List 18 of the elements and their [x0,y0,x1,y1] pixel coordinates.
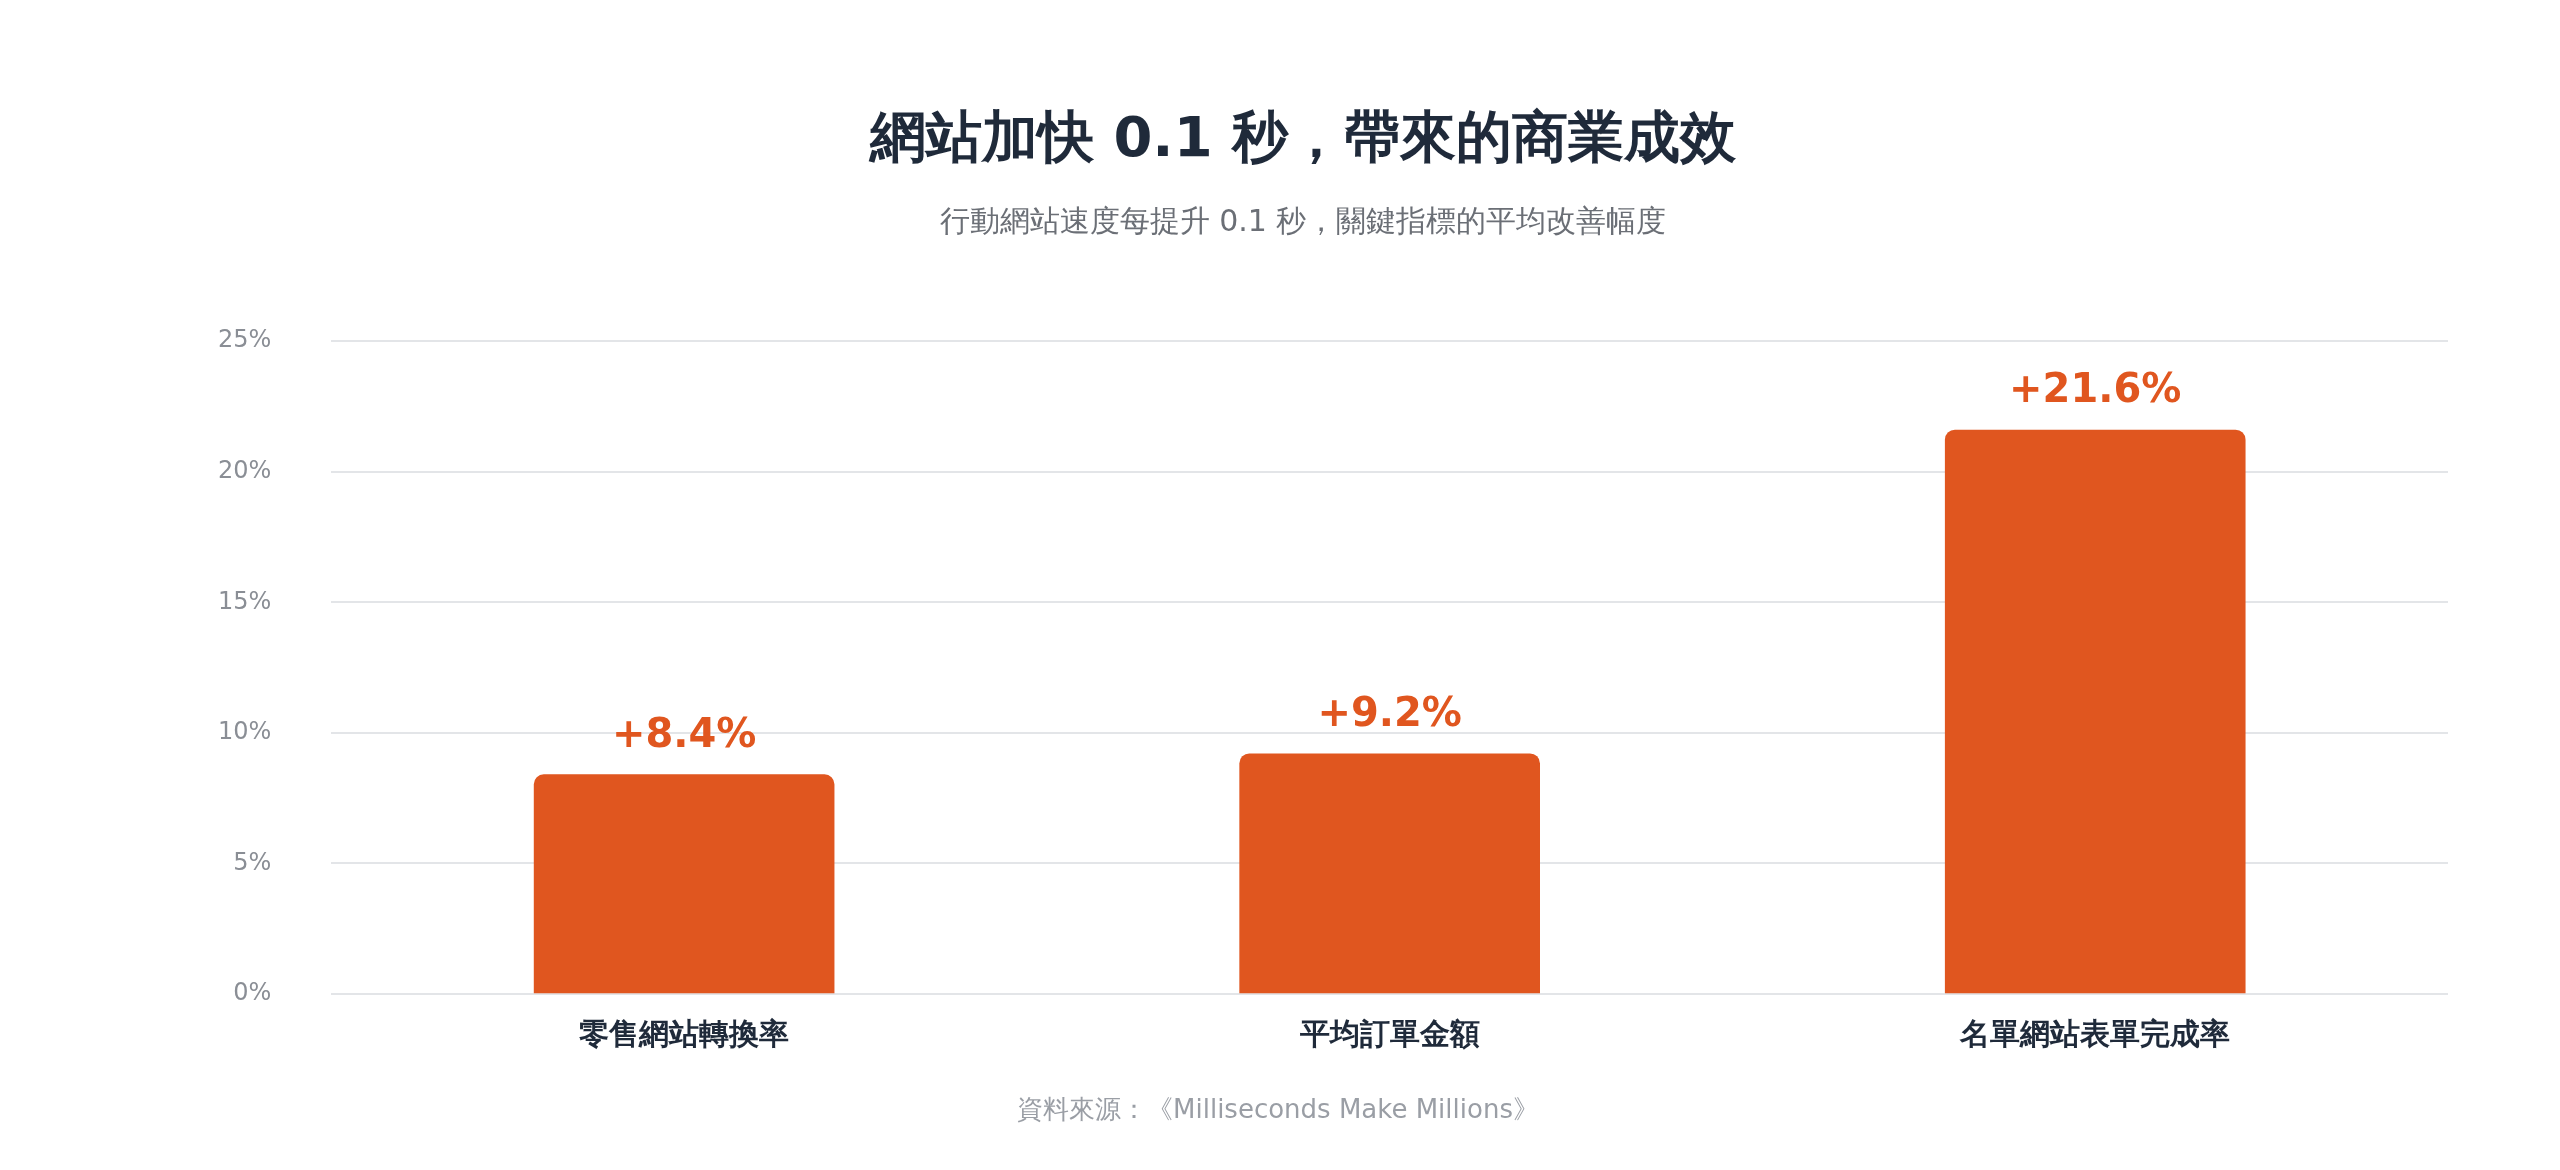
data-label: +8.4% [611,710,757,757]
bar [1239,753,1540,994]
y-tick-label: 5% [233,847,272,876]
data-label: +9.2% [1317,689,1462,736]
y-tick-label: 15% [218,586,272,615]
source-note: 資料來源：《Milliseconds Make Millions》 [1016,1093,1540,1126]
data-label: +21.6% [2009,365,2182,412]
chart-title: 網站加快 0.1 秒，帶來的商業成效 [867,104,1738,170]
chart-subtitle: 行動網站速度每提升 0.1 秒，關鍵指標的平均改善幅度 [939,203,1667,238]
x-tick-label: 零售網站轉換率 [579,1015,790,1051]
x-tick-label: 平均訂單金額 [1298,1015,1480,1051]
y-tick-label: 20% [218,455,272,484]
x-tick-label: 名單網站表單完成率 [1959,1015,2231,1051]
y-tick-label: 0% [233,978,272,1007]
y-tick-label: 25% [218,325,272,354]
bar [533,774,835,994]
y-tick-label: 10% [218,717,272,746]
bar [1944,429,2246,994]
